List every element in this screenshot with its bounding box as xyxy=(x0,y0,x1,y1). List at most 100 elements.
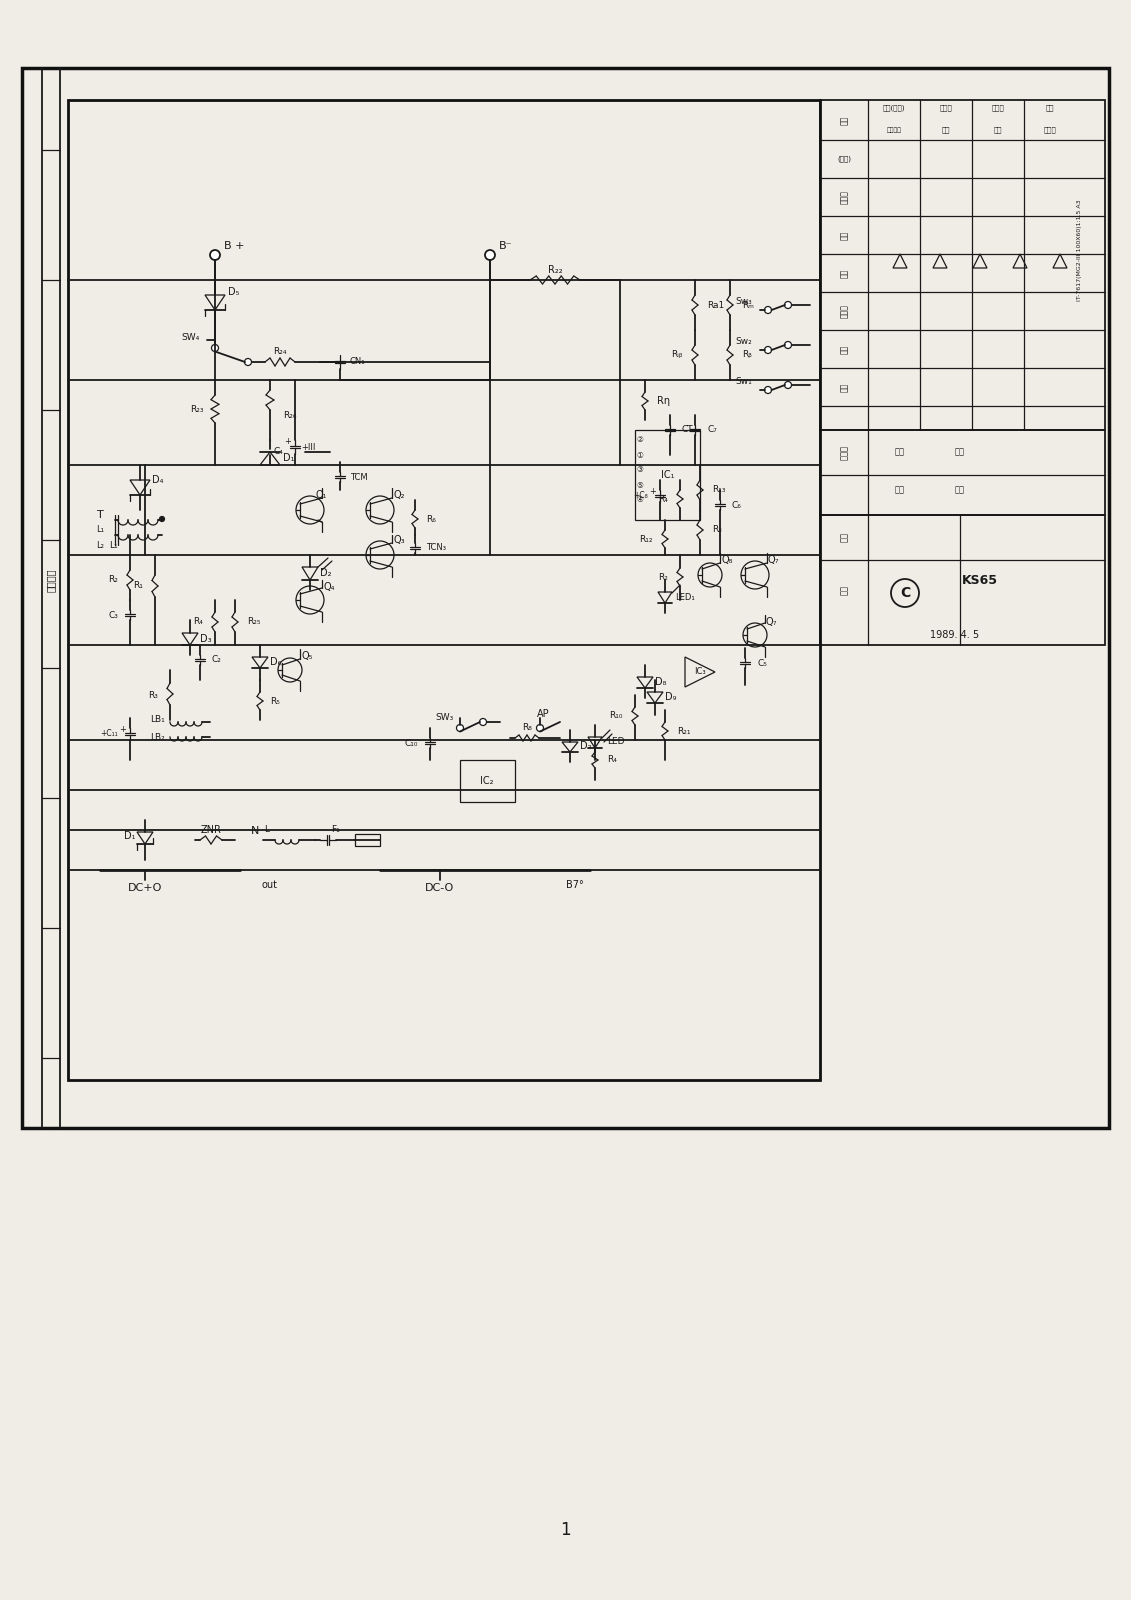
Text: 処理図: 処理図 xyxy=(839,445,848,459)
Text: +C₁₁: +C₁₁ xyxy=(101,730,118,739)
Circle shape xyxy=(536,725,544,731)
Circle shape xyxy=(211,344,218,352)
Circle shape xyxy=(244,358,251,365)
Text: Sw₁: Sw₁ xyxy=(735,378,752,387)
Text: ④: ④ xyxy=(636,496,642,504)
Text: C₃: C₃ xyxy=(109,611,118,619)
Bar xyxy=(21,67,1110,1128)
Circle shape xyxy=(485,250,495,259)
Text: Q₂: Q₂ xyxy=(392,490,405,499)
Text: 代度: 代度 xyxy=(994,126,1002,133)
Text: T: T xyxy=(96,510,103,520)
Text: out: out xyxy=(262,880,278,890)
Text: DC+O: DC+O xyxy=(128,883,162,893)
Text: R₃: R₃ xyxy=(148,691,158,699)
Circle shape xyxy=(765,307,771,314)
Text: ZNR: ZNR xyxy=(200,826,222,835)
Text: IC₁: IC₁ xyxy=(662,470,675,480)
Text: 素材: 素材 xyxy=(1046,104,1054,112)
Text: D₈: D₈ xyxy=(655,677,666,686)
Text: Rᵦ: Rᵦ xyxy=(742,350,752,360)
Text: C₄: C₄ xyxy=(273,448,283,456)
Text: D₁: D₁ xyxy=(124,830,136,842)
Text: D₆: D₆ xyxy=(270,658,282,667)
Bar xyxy=(820,99,1105,430)
Text: D₁: D₁ xyxy=(283,453,294,462)
Text: R₁₀: R₁₀ xyxy=(610,712,623,720)
Text: Ra1: Ra1 xyxy=(707,301,724,309)
Text: L₂: L₂ xyxy=(96,541,104,549)
Circle shape xyxy=(765,347,771,354)
Text: IC₂: IC₂ xyxy=(481,776,494,786)
Text: C₂: C₂ xyxy=(211,656,222,664)
Text: 変更日: 変更日 xyxy=(992,104,1004,112)
Text: CN₁: CN₁ xyxy=(349,357,365,366)
Text: N: N xyxy=(251,826,259,835)
Text: 承認: 承認 xyxy=(955,448,965,456)
Text: R₅: R₅ xyxy=(270,698,279,707)
Text: B⁻: B⁻ xyxy=(499,242,512,251)
Circle shape xyxy=(210,250,221,259)
Circle shape xyxy=(159,517,164,522)
Text: C₅: C₅ xyxy=(757,659,767,667)
Text: L₁: L₁ xyxy=(110,541,118,549)
Text: B7°: B7° xyxy=(567,880,584,890)
Text: D₅: D₅ xyxy=(228,286,240,298)
Text: +: + xyxy=(285,437,292,446)
Text: Q₅: Q₅ xyxy=(301,651,312,661)
Text: 素材: 素材 xyxy=(839,344,848,354)
Text: DC-O: DC-O xyxy=(425,883,455,893)
Text: Rᵢᵦ: Rᵢᵦ xyxy=(672,350,683,360)
Text: 断長: 断長 xyxy=(839,531,848,542)
Text: 確認: 確認 xyxy=(895,485,905,494)
Text: 図番: 図番 xyxy=(839,115,848,125)
Text: 充填部品: 充填部品 xyxy=(46,568,57,592)
Text: R₂₄: R₂₄ xyxy=(274,347,287,357)
Text: Q₃: Q₃ xyxy=(392,534,405,546)
Text: TCN₃: TCN₃ xyxy=(426,544,446,552)
Bar xyxy=(634,430,700,520)
Text: 1: 1 xyxy=(560,1522,570,1539)
Text: 品番名: 品番名 xyxy=(940,104,952,112)
Text: CT: CT xyxy=(682,426,693,435)
Text: ③: ③ xyxy=(636,466,642,475)
Bar xyxy=(820,515,1105,645)
Text: R₆: R₆ xyxy=(426,515,435,523)
Text: R₂: R₂ xyxy=(109,576,118,584)
Text: Rₘ: Rₘ xyxy=(742,301,754,309)
Text: +C₈: +C₈ xyxy=(633,491,648,501)
Text: ②: ② xyxy=(636,435,642,445)
Text: +: + xyxy=(120,725,127,734)
Text: D₃: D₃ xyxy=(200,634,211,643)
Text: Q₄: Q₄ xyxy=(323,582,335,592)
Text: AP: AP xyxy=(537,709,550,718)
Text: B +: B + xyxy=(224,242,244,251)
Text: R₄: R₄ xyxy=(607,755,616,765)
Text: Q₇: Q₇ xyxy=(768,555,779,565)
Text: 図長: 図長 xyxy=(895,448,905,456)
Bar xyxy=(355,834,380,846)
Text: D₂: D₂ xyxy=(580,741,592,750)
Text: SW₃: SW₃ xyxy=(435,714,455,723)
Text: Q₈: Q₈ xyxy=(720,555,733,565)
Text: R₈: R₈ xyxy=(523,723,532,733)
Text: R₁₂: R₁₂ xyxy=(639,534,653,544)
Text: IT-7617(MG2-III 100X60)1:1.5 A3: IT-7617(MG2-III 100X60)1:1.5 A3 xyxy=(1078,198,1082,301)
Text: +III: +III xyxy=(301,443,316,453)
Text: 変更日: 変更日 xyxy=(839,304,848,318)
Bar xyxy=(68,99,820,1080)
Text: ①: ① xyxy=(636,451,642,459)
Text: Q₁: Q₁ xyxy=(316,490,327,499)
Text: R₄: R₄ xyxy=(193,618,202,627)
Text: Rη: Rη xyxy=(657,395,671,406)
Circle shape xyxy=(785,381,792,389)
Text: 品名: 品名 xyxy=(839,230,848,240)
Circle shape xyxy=(785,301,792,309)
Text: 品名: 品名 xyxy=(942,126,950,133)
Text: C: C xyxy=(900,586,910,600)
Text: R₂₆: R₂₆ xyxy=(283,411,296,419)
Text: R₂₃: R₂₃ xyxy=(190,405,204,413)
Text: 代度: 代度 xyxy=(839,269,848,278)
Text: R₂₂: R₂₂ xyxy=(547,266,562,275)
Text: 脚長: 脚長 xyxy=(955,485,965,494)
